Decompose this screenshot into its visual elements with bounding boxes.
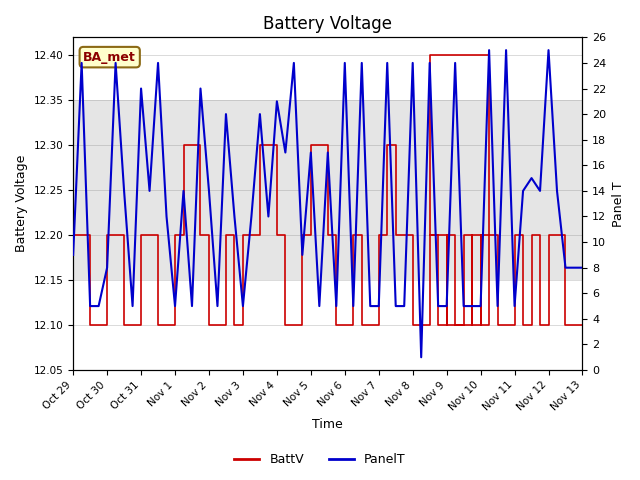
- Text: BA_met: BA_met: [83, 51, 136, 64]
- X-axis label: Time: Time: [312, 419, 343, 432]
- Y-axis label: Panel T: Panel T: [612, 181, 625, 227]
- Y-axis label: Battery Voltage: Battery Voltage: [15, 155, 28, 252]
- Bar: [73, 100, 582, 280]
- Title: Battery Voltage: Battery Voltage: [263, 15, 392, 33]
- Legend: BattV, PanelT: BattV, PanelT: [229, 448, 411, 471]
